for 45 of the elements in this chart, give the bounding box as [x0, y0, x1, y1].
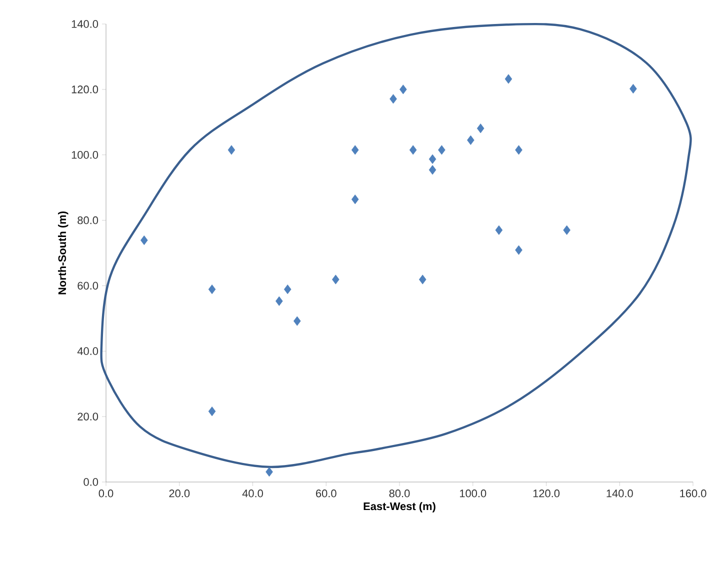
- point: [563, 225, 570, 235]
- point: [504, 74, 512, 84]
- point: [208, 406, 216, 416]
- point: [630, 84, 637, 94]
- y-tick-label: 80.0: [78, 216, 98, 224]
- x-tick-label: 100.0: [460, 490, 486, 498]
- point: [140, 235, 148, 246]
- y-tick-label: 0.0: [84, 478, 98, 486]
- point: [428, 154, 436, 164]
- x-tick-label: 160.0: [680, 490, 706, 498]
- y-tick-label: 20.0: [78, 412, 98, 420]
- point: [495, 225, 503, 235]
- point: [467, 135, 474, 145]
- point: [418, 274, 426, 284]
- point: [438, 145, 446, 155]
- x-tick-label: 0.0: [98, 490, 114, 498]
- y-tick-label: 100.0: [72, 150, 98, 159]
- point: [276, 296, 283, 306]
- x-tick-label: 80.0: [389, 490, 410, 498]
- point: [390, 94, 397, 104]
- x-tick-label: 20.0: [169, 490, 190, 498]
- point: [332, 274, 340, 284]
- y-tick-label: 40.0: [77, 347, 98, 356]
- x-tick-label: 40.0: [242, 490, 263, 498]
- point: [476, 124, 484, 134]
- point: [284, 284, 292, 294]
- point: [400, 84, 407, 94]
- x-tick-label: 140.0: [606, 490, 633, 498]
- y-tick-label: 140.0: [72, 20, 98, 28]
- x-tick-label: 120.0: [533, 490, 560, 498]
- point: [266, 467, 273, 477]
- point: [351, 145, 359, 155]
- point: [293, 316, 301, 326]
- x-axis-title: East-West (m): [364, 502, 436, 512]
- point: [351, 194, 359, 204]
- point: [409, 145, 417, 155]
- point: [515, 245, 522, 255]
- x-tick-label: 60.0: [316, 490, 336, 498]
- point: [208, 284, 216, 294]
- point: [428, 165, 436, 175]
- y-axis-title: North-South (m): [58, 212, 68, 294]
- point: [228, 145, 236, 155]
- y-tick-label: 60.0: [78, 282, 98, 290]
- point: [515, 145, 522, 155]
- y-tick-label: 120.0: [72, 86, 98, 94]
